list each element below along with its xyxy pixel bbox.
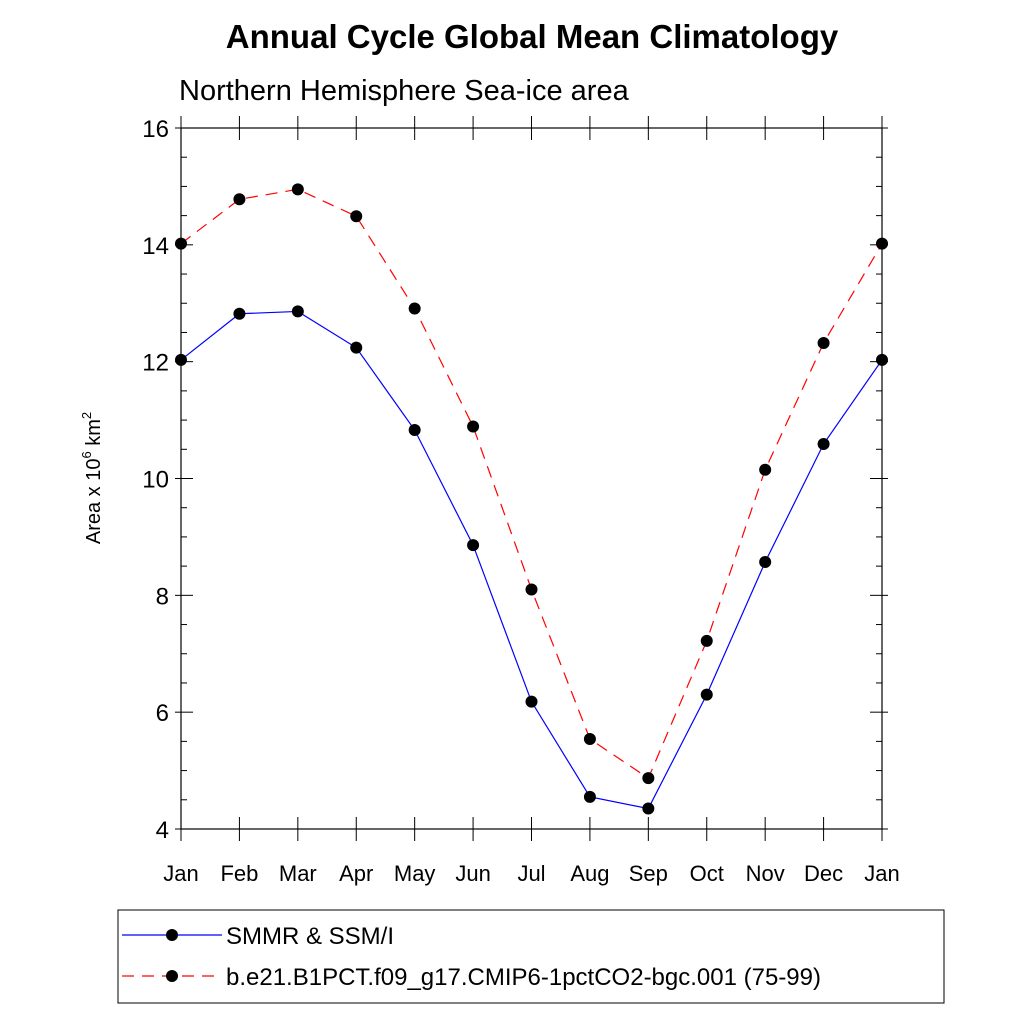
y-tick-label: 10 [142,467,169,494]
x-tick-label: Mar [279,861,317,886]
series-0-point [291,305,304,318]
series-1-point [817,336,830,349]
series-1-point [350,210,363,223]
legend-marker-1 [166,970,178,982]
series-0-point [408,424,421,437]
series-1-point [525,583,538,596]
plot-frame [180,127,883,830]
x-tick-label: Dec [804,861,843,886]
x-tick-label: Jan [163,861,198,886]
series-0-point [817,438,830,451]
legend-label-1: b.e21.B1PCT.f09_g17.CMIP6-1pctCO2-bgc.00… [226,964,821,991]
legend-label-0: SMMR & SSM/I [226,923,394,950]
series-0-point [759,556,772,569]
legend-box [117,909,945,1004]
series-1-point [642,772,655,785]
x-tick-label: Oct [690,861,724,886]
x-axis: Jan Feb Mar Apr May Jun Jul Aug Sep Oct Nov Dec Jan [163,116,900,886]
series-1-point [291,183,304,196]
y-tick-label: 14 [142,233,169,260]
series-1-point [233,193,246,206]
series-layer [175,183,888,815]
series-0-point [467,539,480,552]
series-0-point [350,341,363,354]
series-1-point [876,237,888,250]
legend: SMMR & SSM/I b.e21.B1PCT.f09_g17.CMIP6-1… [117,909,945,1004]
chart-title: Annual Cycle Global Mean Climatology [226,18,839,55]
series-0-point [700,688,713,701]
series-1-point [583,733,596,746]
y-tick-label: 16 [142,116,169,143]
series-0-point [525,695,538,708]
series-line-1 [180,188,883,780]
series-1-point [175,237,187,250]
legend-marker-0 [166,929,178,941]
y-axis: 4 6 8 10 12 14 16 [142,116,888,844]
y-tick-label: 4 [156,817,169,844]
series-1-point [759,463,772,476]
series-0-point [583,790,596,803]
chart-subtitle: Northern Hemisphere Sea-ice area [179,75,630,107]
y-axis-label-exp: 6 [79,451,94,458]
x-tick-label: May [394,861,436,886]
y-axis-label: Area x 106 km2 [79,412,105,544]
x-tick-label: Nov [746,861,785,886]
y-axis-label-text: Area x 10 [83,459,105,545]
y-tick-label: 6 [156,700,169,727]
x-tick-label: Sep [629,861,668,886]
series-line-0 [180,310,883,810]
x-tick-label: Feb [220,861,258,886]
x-tick-label: Apr [339,861,373,886]
x-tick-label: Jun [455,861,490,886]
y-tick-label: 8 [156,583,169,610]
y-axis-label-unit: km [83,419,105,451]
x-tick-label: Jan [864,861,899,886]
series-0-point [175,353,187,366]
series-1-point [700,634,713,647]
series-1-point [467,420,480,433]
series-0-point [642,802,655,815]
series-1-point [408,302,421,315]
series-0-point [233,307,246,320]
y-tick-label: 12 [142,350,169,377]
x-tick-label: Jul [517,861,545,886]
x-tick-label: Aug [570,861,609,886]
y-axis-label-unit-exp: 2 [79,412,94,419]
series-0-point [876,353,888,366]
